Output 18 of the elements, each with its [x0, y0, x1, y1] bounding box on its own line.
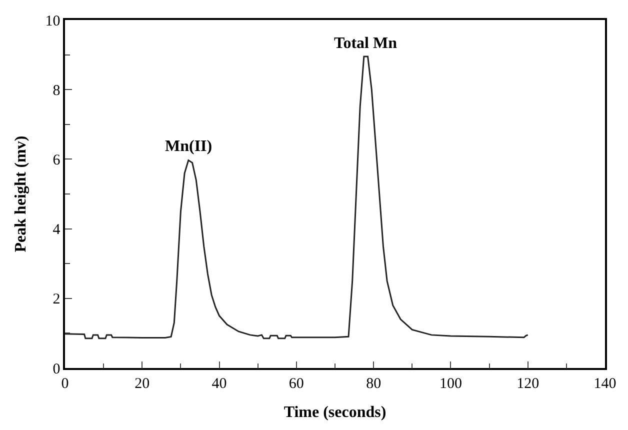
y-tick-label: 2 [52, 292, 60, 308]
y-axis-title: Peak height (mv) [12, 136, 30, 252]
x-tick-label: 20 [134, 376, 150, 392]
x-tick-label: 120 [516, 376, 540, 392]
x-axis-title: Time (seconds) [284, 404, 386, 421]
x-tick-label: 60 [288, 376, 304, 392]
annotation: Total Mn [334, 35, 398, 52]
annotation: Mn(II) [165, 138, 212, 155]
y-tick-label: 0 [52, 361, 60, 378]
x-tick-label: 40 [212, 376, 227, 392]
y-tick-label: 8 [52, 82, 60, 99]
y-tick-label: 6 [52, 152, 61, 168]
x-tick-label: 140 [594, 376, 616, 392]
line-series [65, 56, 529, 340]
y-tick-label: 4 [52, 222, 61, 238]
y-tick-label: 10 [45, 13, 60, 30]
x-tick-label: 100 [439, 376, 462, 392]
x-tick-label: 80 [366, 376, 382, 392]
